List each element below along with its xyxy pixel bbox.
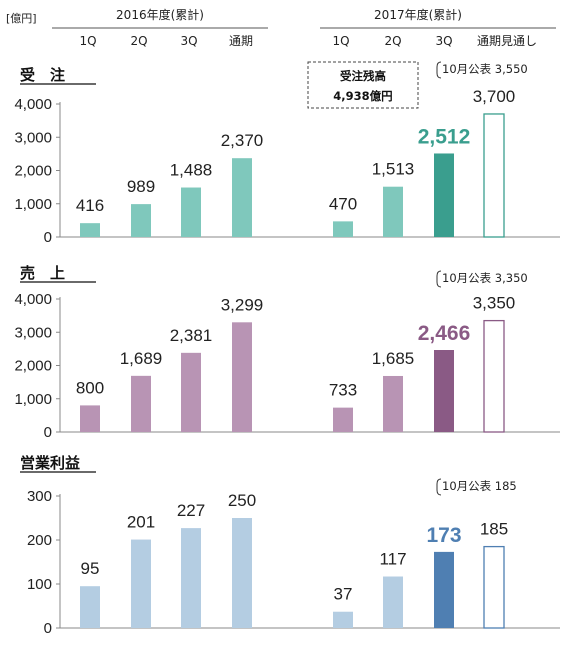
order-backlog-value: 4,938億円 [333, 89, 392, 103]
sales-bar-2 [181, 352, 201, 432]
sales-bar-6 [434, 350, 454, 432]
header-col-5: 2Q [384, 34, 401, 48]
order-backlog-label: 受注残高 [340, 69, 386, 83]
orders-y-tick-label: 1,000 [14, 196, 52, 213]
operating-profit-forecast-note: 10月公表 185 [442, 479, 517, 493]
operating-profit-data-label-2: 227 [177, 501, 205, 520]
sales-forecast-note: 10月公表 3,350 [442, 271, 528, 285]
operating-profit-data-label-3: 250 [228, 491, 256, 510]
operating-profit-data-label-7: 185 [480, 520, 508, 539]
header-col-1: 2Q [130, 34, 147, 48]
sales-data-label-4: 733 [329, 381, 357, 400]
header-columns: 1Q 2Q 3Q 通期 1Q 2Q 3Q 通期見通し [79, 34, 537, 48]
sales-data-label-2: 2,381 [170, 326, 213, 345]
orders-bar-4 [333, 221, 353, 237]
sales-bar-3 [232, 322, 252, 432]
operating-profit-y-tick-label: 200 [27, 532, 52, 549]
section-title-orders: 受 注 [20, 66, 65, 84]
orders-y-tick-label: 3,000 [14, 129, 52, 146]
operating-profit-plot: 0 100 200 300 95 201 227 250 37 117 173 185 10月公表 18… [27, 478, 560, 637]
operating-profit-data-label-6: 173 [426, 524, 461, 547]
orders-data-label-3: 2,370 [221, 131, 264, 150]
orders-bar-5 [383, 186, 403, 237]
section-title-sales: 売 上 [20, 264, 65, 282]
orders-bar-2 [181, 187, 201, 237]
sales-y-tick-label: 4,000 [14, 291, 52, 308]
header-col-6: 3Q [435, 34, 452, 48]
header-col-2: 3Q [180, 34, 197, 48]
sales-data-label-1: 1,689 [120, 349, 163, 368]
operating-profit-note-bracket [436, 478, 442, 496]
sales-bar-7 [483, 319, 505, 433]
orders-y-tick-label: 0 [44, 229, 52, 246]
operating-profit-bar-6 [434, 551, 454, 628]
operating-profit-bar-5 [383, 576, 403, 628]
header-col-3: 通期 [229, 34, 253, 48]
header-col-7: 通期見通し [477, 34, 537, 48]
operating-profit-bar-3 [232, 518, 252, 628]
operating-profit-bar-0 [80, 586, 100, 628]
orders-plot: 0 1,000 2,000 3,000 4,000 416 989 1,488 2,370 470… [14, 61, 560, 246]
sales-plot: 0 1,000 2,000 3,000 4,000 800 1,689 2,381 3,299 7… [14, 270, 560, 441]
orders-data-label-4: 470 [329, 194, 357, 213]
sales-data-label-5: 1,685 [372, 349, 415, 368]
orders-data-label-5: 1,513 [372, 160, 415, 179]
order-backlog-box [307, 61, 419, 109]
orders-bar-7 [483, 113, 505, 238]
orders-bar-6 [434, 153, 454, 237]
sales-bar-4 [333, 407, 353, 432]
operating-profit-bar-1 [131, 539, 151, 628]
orders-data-label-0: 416 [76, 196, 104, 215]
orders-bar-0 [80, 223, 100, 237]
sales-data-label-7: 3,350 [473, 294, 516, 313]
operating-profit-data-label-5: 117 [379, 550, 406, 569]
orders-data-label-1: 989 [127, 177, 155, 196]
operating-profit-y-tick-label: 0 [44, 620, 52, 637]
orders-bar-1 [131, 204, 151, 237]
header-group-2016: 2016年度(累計) [116, 7, 204, 22]
header-group-2017: 2017年度(累計) [374, 7, 462, 22]
orders-bar-3 [232, 158, 252, 237]
orders-data-label-7: 3,700 [473, 87, 516, 106]
operating-profit-data-label-4: 37 [334, 585, 353, 604]
sales-data-label-0: 800 [76, 378, 104, 397]
sales-y-tick-label: 3,000 [14, 324, 52, 341]
sales-y-tick-label: 0 [44, 424, 52, 441]
section-title-operating-profit: 営業利益 [20, 454, 80, 472]
orders-note-bracket [436, 61, 442, 79]
sales-y-tick-label: 2,000 [14, 358, 52, 375]
unit-label: [億円] [6, 12, 37, 25]
sales-data-label-6: 2,466 [418, 322, 471, 345]
operating-profit-bar-4 [333, 611, 353, 628]
header-col-0: 1Q [79, 34, 96, 48]
sales-bar-1 [131, 375, 151, 432]
operating-profit-y-tick-label: 300 [27, 488, 52, 505]
orders-forecast-note: 10月公表 3,550 [442, 62, 528, 76]
orders-y-tick-label: 2,000 [14, 163, 52, 180]
operating-profit-y-tick-label: 100 [27, 576, 52, 593]
operating-profit-bar-7 [483, 545, 505, 629]
sales-note-bracket [436, 270, 442, 288]
operating-profit-data-label-1: 201 [127, 513, 155, 532]
orders-data-label-6: 2,512 [418, 125, 471, 148]
sales-bar-0 [80, 405, 100, 432]
operating-profit-data-label-0: 95 [81, 559, 100, 578]
operating-profit-bar-2 [181, 528, 201, 628]
sales-data-label-3: 3,299 [221, 295, 264, 314]
sales-y-tick-label: 1,000 [14, 391, 52, 408]
header-col-4: 1Q [332, 34, 349, 48]
orders-y-tick-label: 4,000 [14, 96, 52, 113]
orders-data-label-2: 1,488 [170, 161, 213, 180]
sales-bar-5 [383, 375, 403, 432]
